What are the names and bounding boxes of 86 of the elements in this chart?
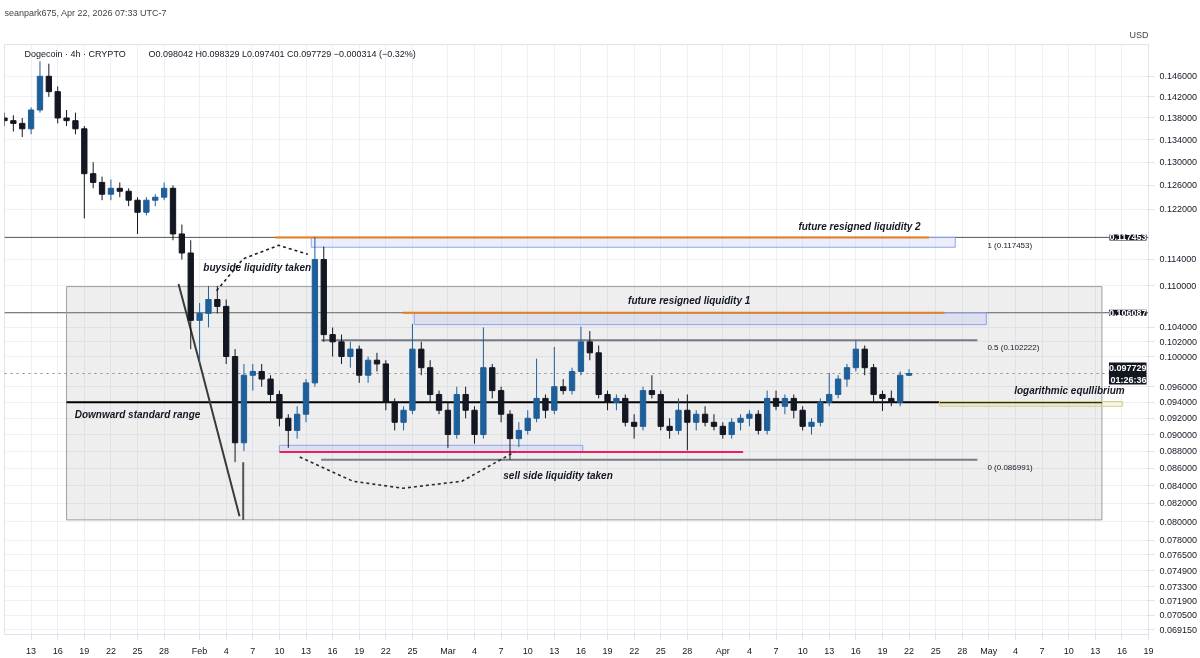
x-tick-label: 22	[105, 645, 116, 656]
annotation: future resigned liquidity 1	[628, 294, 751, 306]
x-tick-label: 19	[877, 645, 888, 656]
x-tick-label: 10	[274, 645, 285, 656]
x-tick-label: 28	[957, 645, 968, 656]
x-tick-label: 7	[250, 645, 256, 656]
x-tick-label: 13	[824, 645, 835, 656]
x-tick-label: 25	[407, 645, 418, 656]
y-tick-label: 0.104000	[1159, 322, 1198, 333]
y-tick-label: 0.078000	[1159, 535, 1198, 546]
y-tick-label: 0.070500	[1159, 610, 1198, 621]
y-tick-label: 0.122000	[1159, 204, 1198, 215]
x-tick-label: 10	[797, 645, 808, 656]
x-tick-label: Feb	[191, 645, 208, 656]
y-tick-label: 0.100000	[1159, 351, 1198, 362]
x-tick-label: 16	[850, 645, 861, 656]
x-tick-label: 4	[472, 645, 478, 656]
y-tick-label: 0.073300	[1159, 581, 1198, 592]
x-tick-label: 10	[1063, 645, 1074, 656]
x-tick-label: May	[980, 645, 998, 656]
x-tick-label: 19	[1143, 645, 1154, 656]
x-tick-label: 19	[79, 645, 90, 656]
y-tick-label: 0.094000	[1159, 397, 1198, 408]
y-tick-label: 0.074900	[1159, 565, 1198, 576]
x-tick-label: 16	[52, 645, 63, 656]
x-tick-label: 19	[354, 645, 365, 656]
x-tick-label: 28	[682, 645, 693, 656]
x-tick-label: 7	[498, 645, 504, 656]
x-tick-label: 16	[327, 645, 338, 656]
x-tick-label: 4	[746, 645, 752, 656]
annotation: Downward standard range	[74, 408, 201, 420]
y-tick-label: 0.090000	[1159, 429, 1198, 440]
x-tick-label: 13	[549, 645, 560, 656]
x-tick-label: 22	[380, 645, 391, 656]
x-tick-label: 22	[629, 645, 640, 656]
ref-line-label: 0.097729 01:26:36	[1108, 362, 1147, 385]
x-tick-label: Mar	[440, 645, 456, 656]
x-tick-label: 4	[223, 645, 229, 656]
y-tick-label: 0.110000	[1159, 280, 1197, 291]
y-axis-title: USD	[1129, 29, 1149, 40]
y-tick-label: 0.086000	[1159, 463, 1198, 474]
x-tick-label: 7	[773, 645, 779, 656]
y-tick-label: 0.071900	[1159, 595, 1198, 606]
x-tick-label: 13	[301, 645, 312, 656]
ref-line-label: 0.117453	[1109, 232, 1147, 243]
y-tick-label: 0.084000	[1159, 480, 1198, 491]
x-tick-label: 4	[1012, 645, 1018, 656]
annotation: future resigned liquidity 2	[798, 220, 922, 232]
y-tick-label: 0.138000	[1159, 113, 1198, 123]
x-tick-label: 10	[522, 645, 533, 656]
y-tick-label: 0.114000	[1159, 254, 1197, 265]
x-tick-label: 19	[602, 645, 613, 656]
ref-line-label: 0.106087	[1108, 307, 1147, 318]
annotation: logarithmic equllibrium	[1014, 385, 1125, 397]
text: O0.098042 H0.098329 L0.097401 C0.097729 −0.000314 (−0.32%)	[148, 48, 416, 59]
y-tick-label: 0.092000	[1159, 413, 1198, 424]
x-tick-label: 25	[132, 645, 143, 656]
annotation: sell side liquidity taken	[503, 469, 613, 481]
annotation: 0.5 (0.102222)	[987, 343, 1040, 353]
y-tick-label: 0.069150	[1159, 624, 1198, 635]
text: Dogecoin · 4h · CRYPTO	[24, 48, 126, 59]
y-tick-label: 0.134000	[1159, 134, 1198, 145]
annotation: 1 (0.117453)	[987, 240, 1033, 250]
y-tick-label: 0.102000	[1159, 336, 1198, 347]
x-tick-label: 25	[655, 645, 666, 656]
y-tick-label: 0.126000	[1159, 180, 1198, 191]
text: seanpark675, Apr 22, 2026 07:33 UTC-7	[4, 7, 167, 18]
y-tick-label: 0.088000	[1159, 446, 1198, 457]
y-tick-label: 0.080000	[1159, 516, 1198, 527]
x-tick-label: 16	[575, 645, 586, 656]
x-tick-label: 16	[1116, 645, 1127, 656]
x-tick-label: 28	[159, 645, 170, 656]
annotation: buyside liquidity taken	[203, 262, 312, 274]
x-tick-label: 7	[1039, 645, 1045, 656]
x-tick-label: 13	[1090, 645, 1101, 656]
x-tick-label: Apr	[715, 645, 730, 656]
y-tick-label: 0.076500	[1159, 549, 1198, 560]
x-tick-label: 22	[904, 645, 915, 656]
x-tick-label: 13	[26, 645, 37, 656]
annotation: 0 (0.086991)	[987, 462, 1034, 472]
y-tick-label: 0.130000	[1159, 157, 1198, 168]
x-tick-label: 25	[930, 645, 941, 656]
y-tick-label: 0.082000	[1159, 498, 1198, 509]
y-tick-label: 0.142000	[1159, 91, 1198, 102]
y-tick-label: 0.146000	[1159, 71, 1198, 82]
y-tick-label: 0.096000	[1159, 381, 1198, 392]
